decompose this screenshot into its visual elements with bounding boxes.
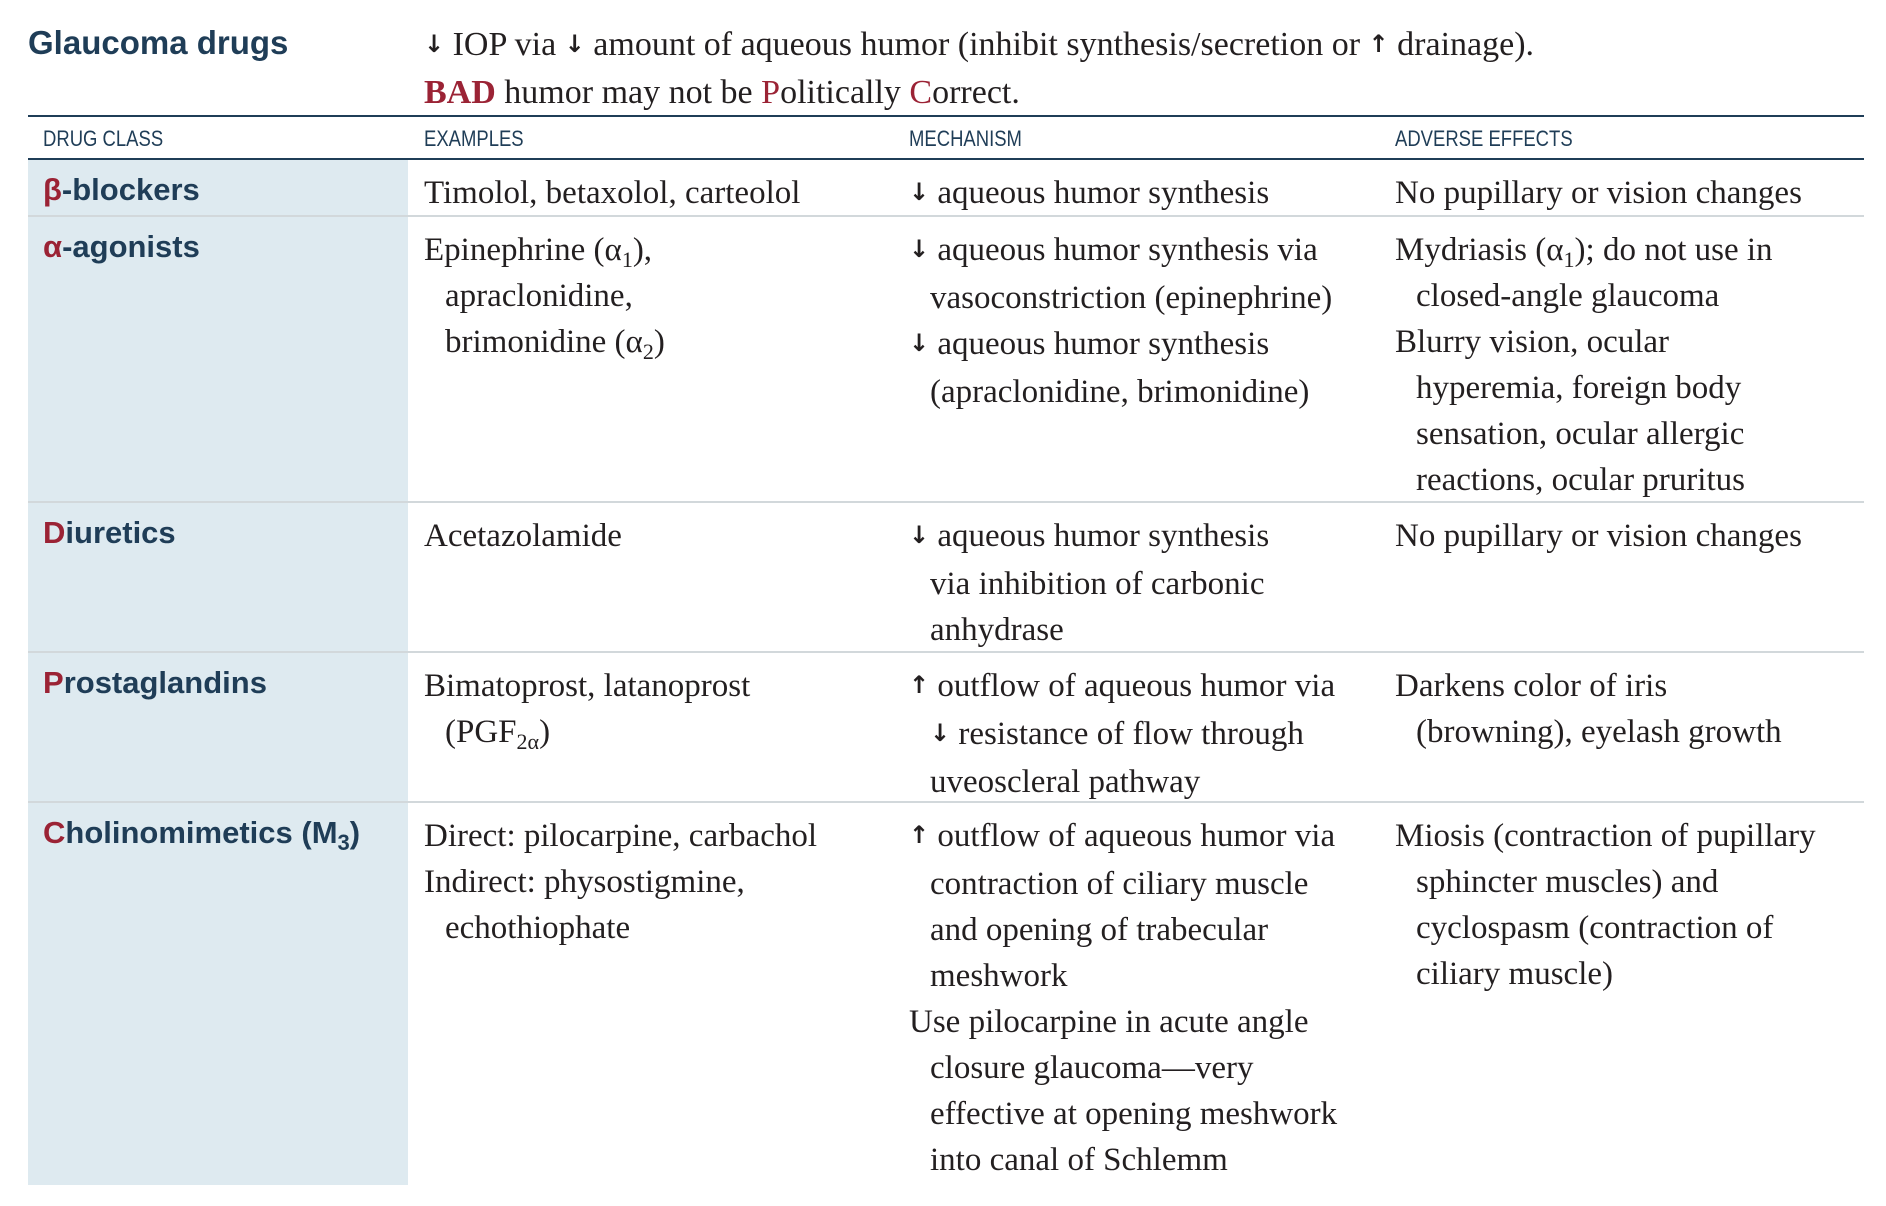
mnemonic: BAD humor may not be Politically Correct… — [424, 74, 1020, 111]
column-header-examples: EXAMPLES — [424, 126, 524, 151]
drug-class-name: β-blockers — [43, 172, 200, 207]
adverse-effects-cell: Mydriasis (α1); do not use in closed-ang… — [1395, 232, 1773, 498]
up-arrow-icon: ↑ — [909, 671, 930, 699]
row-divider — [28, 215, 1864, 217]
intro-summary: ↓ IOP via ↓ amount of aqueous humor (inh… — [424, 26, 1535, 63]
mnemonic-highlight: P — [761, 74, 781, 111]
drug-class-name: α-agonists — [43, 229, 200, 264]
table-column-headers: DRUG CLASS EXAMPLES MECHANISM ADVERSE EF… — [28, 117, 1864, 158]
examples-cell: Epinephrine (α1), apraclonidine, brimoni… — [424, 232, 665, 364]
drug-class-name: Diuretics — [43, 515, 176, 550]
examples-cell: Acetazolamide — [424, 518, 622, 554]
row-divider — [28, 651, 1864, 653]
table-row-diuretics: Diuretics Acetazolamide ↓ aqueous humor … — [28, 503, 1864, 653]
drug-class-name: Cholinomimetics (M3) — [43, 815, 361, 855]
table-row-beta-blockers: β-blockers Timolol, betaxolol, carteolol… — [28, 160, 1864, 217]
up-arrow-icon: ↑ — [1368, 30, 1389, 58]
column-header-drug-class: DRUG CLASS — [43, 126, 164, 151]
mnemonic-highlight: C — [909, 74, 933, 111]
adverse-effects-cell: Miosis (contraction of pupillary sphinct… — [1395, 818, 1816, 992]
down-arrow-icon: ↓ — [909, 329, 930, 357]
drug-class-cell — [28, 653, 408, 803]
table-header-rule — [28, 158, 1864, 160]
adverse-effects-cell: Darkens color of iris (browning), eyelas… — [1395, 668, 1782, 750]
mechanism-cell: ↓ aqueous humor synthesis via vasoconstr… — [909, 232, 1333, 410]
examples-cell: Direct: pilocarpine, carbachol Indirect:… — [424, 818, 818, 946]
adverse-effects-cell: No pupillary or vision changes — [1395, 518, 1802, 554]
mechanism-cell: ↑ outflow of aqueous humor via contracti… — [909, 818, 1338, 1178]
row-divider — [28, 801, 1864, 803]
down-arrow-icon: ↓ — [424, 30, 445, 58]
examples-cell: Timolol, betaxolol, carteolol — [424, 175, 801, 211]
down-arrow-icon: ↓ — [909, 178, 930, 206]
column-header-mechanism: MECHANISM — [909, 126, 1022, 151]
section-header: Glaucoma drugs ↓ IOP via ↓ amount of aqu… — [0, 0, 1886, 117]
drug-class-cell — [28, 160, 408, 217]
section-title: Glaucoma drugs — [28, 24, 289, 61]
down-arrow-icon: ↓ — [909, 235, 930, 263]
up-arrow-icon: ↑ — [909, 821, 930, 849]
row-divider — [28, 501, 1864, 503]
mechanism-cell: ↓ aqueous humor synthesis via inhibition… — [909, 518, 1270, 648]
drug-class-name: Prostaglandins — [43, 665, 267, 700]
table-row-cholinomimetics: Cholinomimetics (M3) Direct: pilocarpine… — [28, 803, 1864, 1185]
down-arrow-icon: ↓ — [564, 30, 585, 58]
adverse-effects-cell: No pupillary or vision changes — [1395, 175, 1802, 211]
examples-cell: Bimatoprost, latanoprost (PGF2α) — [424, 668, 751, 754]
table-row-prostaglandins: Prostaglandins Bimatoprost, latanoprost … — [28, 653, 1864, 803]
table-top-rule — [28, 115, 1864, 117]
down-arrow-icon: ↓ — [909, 521, 930, 549]
section-intro: ↓ IOP via ↓ amount of aqueous humor (inh… — [424, 22, 1534, 116]
column-header-adverse-effects: ADVERSE EFFECTS — [1395, 126, 1573, 151]
table-row-alpha-agonists: α-agonists Epinephrine (α1), apraclonidi… — [28, 217, 1864, 503]
drug-class-cell — [28, 503, 408, 653]
down-arrow-icon: ↓ — [930, 719, 951, 747]
mnemonic-highlight: BAD — [424, 74, 496, 111]
mechanism-cell: ↑ outflow of aqueous humor via ↓ resista… — [909, 668, 1336, 800]
mechanism-cell: ↓ aqueous humor synthesis — [909, 175, 1270, 211]
drug-class-cell — [28, 803, 408, 1185]
drug-class-cell — [28, 217, 408, 503]
